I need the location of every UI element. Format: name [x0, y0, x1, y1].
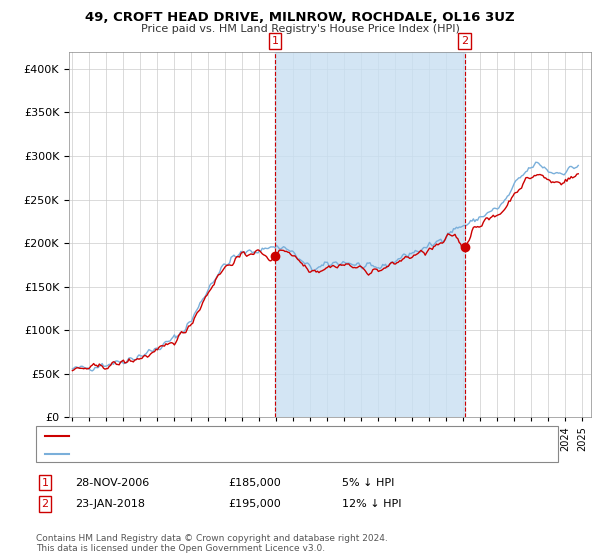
Text: 1: 1	[41, 478, 49, 488]
Text: 49, CROFT HEAD DRIVE, MILNROW, ROCHDALE, OL16 3UZ: 49, CROFT HEAD DRIVE, MILNROW, ROCHDALE,…	[85, 11, 515, 24]
Text: Price paid vs. HM Land Registry's House Price Index (HPI): Price paid vs. HM Land Registry's House …	[140, 24, 460, 34]
Text: 2: 2	[41, 499, 49, 509]
Text: 5% ↓ HPI: 5% ↓ HPI	[342, 478, 394, 488]
Text: 12% ↓ HPI: 12% ↓ HPI	[342, 499, 401, 509]
Text: 1: 1	[271, 36, 278, 46]
Text: 49, CROFT HEAD DRIVE, MILNROW, ROCHDALE, OL16 3UZ (detached house): 49, CROFT HEAD DRIVE, MILNROW, ROCHDALE,…	[73, 431, 454, 441]
Text: £185,000: £185,000	[228, 478, 281, 488]
Bar	[275, 52, 464, 417]
Text: 2: 2	[461, 36, 468, 46]
Text: 28-NOV-2006: 28-NOV-2006	[75, 478, 149, 488]
Text: 23-JAN-2018: 23-JAN-2018	[75, 499, 145, 509]
Text: HPI: Average price, detached house, Rochdale: HPI: Average price, detached house, Roch…	[73, 449, 304, 459]
Text: Contains HM Land Registry data © Crown copyright and database right 2024.
This d: Contains HM Land Registry data © Crown c…	[36, 534, 388, 553]
Text: £195,000: £195,000	[228, 499, 281, 509]
